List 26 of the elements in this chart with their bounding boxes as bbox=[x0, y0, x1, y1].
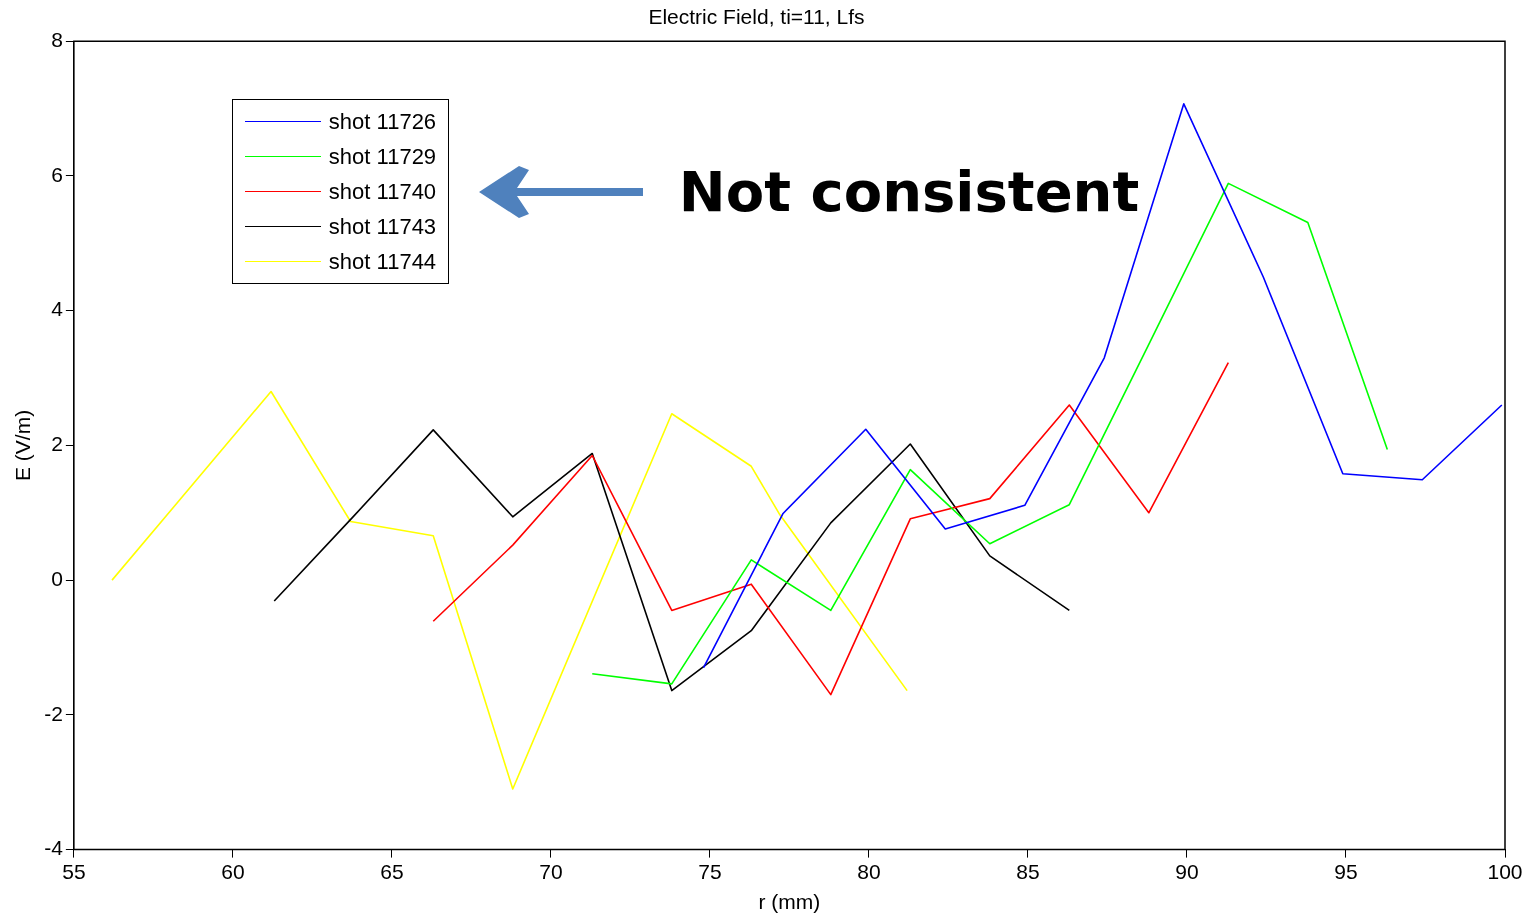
legend-label: shot 11729 bbox=[328, 143, 437, 170]
legend-label: shot 11743 bbox=[328, 213, 437, 240]
chart-title: Electric Field, ti=11, Lfs bbox=[648, 5, 865, 29]
legend-label: shot 11726 bbox=[328, 108, 437, 135]
x-tick-label: 75 bbox=[698, 860, 722, 883]
annotation: Not consistent bbox=[678, 159, 1140, 225]
y-tick-label: 4 bbox=[51, 297, 64, 321]
x-axis-title: r (mm) bbox=[758, 890, 821, 914]
x-tick-label: 70 bbox=[539, 860, 563, 883]
x-tick-label: 85 bbox=[1016, 860, 1040, 883]
y-axis-title: E (V/m) bbox=[11, 409, 35, 481]
x-tick-label: 65 bbox=[380, 860, 404, 883]
y-tick-label: 2 bbox=[51, 432, 63, 456]
x-tick-label: 90 bbox=[1175, 860, 1199, 883]
x-tick-label: 95 bbox=[1334, 860, 1358, 883]
x-tick-label: 80 bbox=[857, 860, 881, 883]
x-tick-label: 60 bbox=[221, 860, 245, 883]
x-tick-label: 100 bbox=[1487, 860, 1523, 883]
legend-label: shot 11740 bbox=[328, 178, 437, 205]
y-tick-label: 8 bbox=[51, 28, 63, 51]
y-tick-label: -2 bbox=[44, 701, 63, 725]
y-tick-label: 6 bbox=[51, 162, 63, 186]
y-tick-label: -4 bbox=[44, 836, 64, 860]
legend-label: shot 11744 bbox=[328, 248, 437, 275]
y-tick-label: 0 bbox=[51, 566, 63, 590]
x-tick-label: 55 bbox=[62, 860, 86, 883]
